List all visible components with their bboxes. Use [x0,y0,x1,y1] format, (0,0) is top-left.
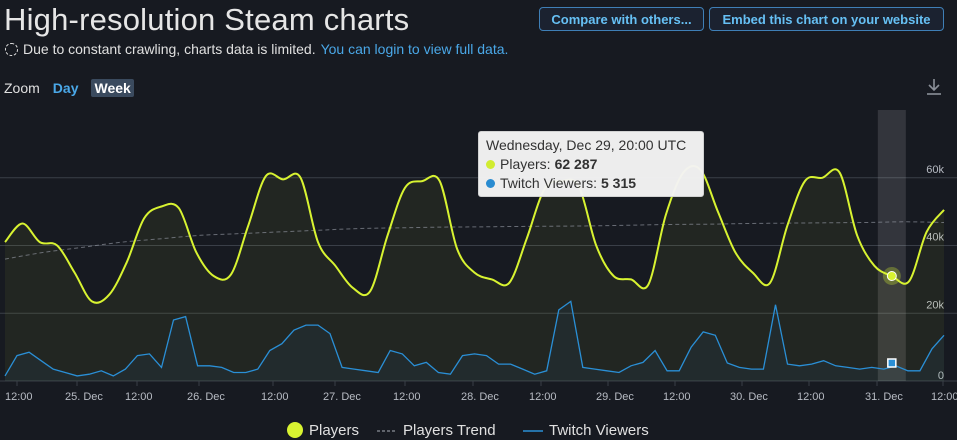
legend-twitch[interactable]: Twitch Viewers [523,421,649,439]
twitch-viewers-line[interactable] [4,300,945,377]
zoom-week-button[interactable]: Week [91,79,134,97]
tooltip-players-label: Players: [500,156,551,172]
x-tick-label: 29. Dec [596,391,634,403]
legend-trend[interactable]: Players Trend [377,421,496,439]
y-tick-label: 20k [926,299,944,311]
data-limit-notice: Due to constant crawling, charts data is… [5,41,508,57]
chart-legend: Players Players Trend Twitch Viewers [0,420,957,440]
twitch-hover-point [887,358,897,368]
y-tick-label: 60k [926,164,944,176]
players-hover-point [886,270,897,281]
x-tick-label: 28. Dec [461,391,499,403]
x-tick-label: 27. Dec [323,391,361,403]
players-dot-icon [486,159,495,169]
players-line[interactable] [4,165,945,304]
tooltip-twitch-value: 5 315 [601,175,637,191]
compare-button[interactable]: Compare with others... [539,7,704,31]
x-tick-label: 26. Dec [187,391,225,403]
twitch-area [5,301,944,381]
trend-legend-icon [377,430,397,432]
x-tick-label: 12:00 [529,391,557,403]
legend-twitch-label: Twitch Viewers [549,421,649,439]
tooltip-twitch-label: Twitch Viewers: [500,175,597,191]
tooltip-title: Wednesday, Dec 29, 20:00 UTC [486,137,687,153]
x-tick-label: 31. Dec [865,391,903,403]
zoom-day-button[interactable]: Day [52,80,79,96]
notice-text: Due to constant crawling, charts data is… [23,41,316,57]
hover-highlight-band [877,110,906,381]
x-tick-label: 25. Dec [65,391,103,403]
x-tick-label: 30. Dec [730,391,768,403]
players-legend-icon [287,422,303,438]
twitch-dot-icon [486,178,495,188]
zoom-label: Zoom [4,80,40,96]
tooltip-twitch-row: Twitch Viewers: 5 315 [486,175,696,191]
twitch-legend-icon [523,430,543,432]
x-tick-label: 12:00 [931,391,957,403]
zoom-control: Zoom Day Week [4,79,134,97]
tooltip-players-value: 62 287 [554,156,598,172]
chart-tooltip: Wednesday, Dec 29, 20:00 UTC Players: 62… [478,131,704,197]
login-link[interactable]: You can login to view full data. [320,41,509,57]
legend-players[interactable]: Players [286,421,359,439]
embed-chart-button[interactable]: Embed this chart on your website [709,7,944,31]
y-tick-label: 0 [938,370,944,382]
page-title: High-resolution Steam charts [4,2,410,37]
x-tick-label: 12:00 [5,391,33,403]
tooltip-players-row: Players: 62 287 [486,156,696,172]
legend-trend-label: Players Trend [403,421,496,439]
x-tick-label: 12:00 [261,391,289,403]
y-tick-label: 40k [926,232,944,244]
x-tick-label: 12:00 [663,391,691,403]
download-icon[interactable] [924,77,944,97]
x-tick-label: 12:00 [797,391,825,403]
legend-players-label: Players [309,421,360,439]
x-tick-label: 12:00 [393,391,421,403]
loading-icon [5,42,18,56]
x-tick-label: 12:00 [125,391,153,403]
